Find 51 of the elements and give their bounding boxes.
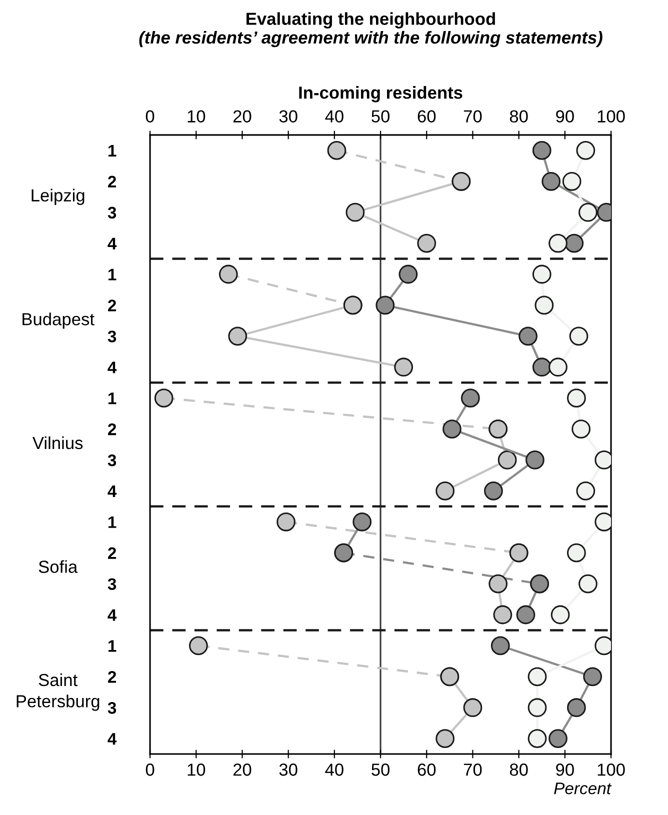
x-tick-label: 70 [464, 764, 482, 776]
y-tick-label: 3 [108, 454, 116, 466]
x2-tick-label: 40 [325, 110, 344, 123]
y-tick-label: 3 [108, 578, 116, 590]
y-tick-label: 1 [108, 392, 116, 404]
y-tick-label: 4 [108, 609, 117, 621]
y-tick-label: 3 [108, 702, 116, 714]
x-tick-label: 0 [146, 764, 154, 776]
text: Budapest [22, 312, 94, 329]
y-tick-label: 4 [108, 238, 117, 250]
y-tick-label: 2 [108, 423, 116, 436]
y-tick-label: 1 [108, 640, 116, 652]
x2-tick-label: 100 [598, 110, 625, 123]
y-tick-label: 2 [108, 176, 116, 188]
x2-tick-label: 60 [418, 110, 436, 123]
x-tick-label: 90 [556, 764, 574, 776]
x-tick-label: 10 [188, 764, 206, 776]
x-tick-label: 20 [233, 764, 252, 776]
x2-axis-title: In-coming residents [299, 86, 462, 102]
y-tick-label: 1 [108, 145, 116, 156]
x2-tick-label: 10 [188, 110, 206, 123]
text: Vilnius [32, 436, 83, 450]
y-tick-label: 1 [108, 516, 116, 528]
x2-tick-label: 30 [279, 110, 298, 123]
y-tick-label: 4 [108, 733, 117, 745]
y-tick-label: 4 [108, 362, 117, 374]
x2-tick-label: 70 [464, 110, 482, 123]
y-tick-label: 3 [108, 330, 116, 342]
chart-title: Evaluating the neighbourhood [246, 12, 495, 28]
y-tick-label: 2 [108, 300, 116, 312]
y-tick-label: 2 [108, 671, 116, 683]
x-tick-label: 100 [598, 764, 625, 776]
x2-tick-label: 0 [146, 110, 154, 123]
y-tick-label: 1 [108, 268, 116, 280]
x-tick-label: 80 [510, 764, 528, 776]
x-tick-label: 40 [325, 764, 344, 776]
x-tick-label: 60 [418, 764, 436, 776]
x-axis-title: Percent [554, 782, 612, 794]
x2-tick-label: 50 [372, 110, 390, 123]
y-tick-label: 2 [108, 547, 116, 559]
y-tick-label: 3 [108, 206, 116, 219]
x2-tick-label: 80 [510, 110, 528, 123]
x-tick-label: 50 [372, 764, 390, 776]
text: Saint Petersburg [16, 673, 100, 711]
text: Sofia [38, 560, 78, 573]
text: Leipzig [32, 188, 84, 205]
x2-tick-label: 20 [233, 110, 252, 123]
chart-subtitle: (the residents’ agreement with the following statements) [139, 30, 602, 48]
x-tick-label: 30 [279, 764, 298, 776]
x2-tick-label: 90 [556, 110, 574, 123]
y-tick-label: 4 [108, 486, 117, 497]
